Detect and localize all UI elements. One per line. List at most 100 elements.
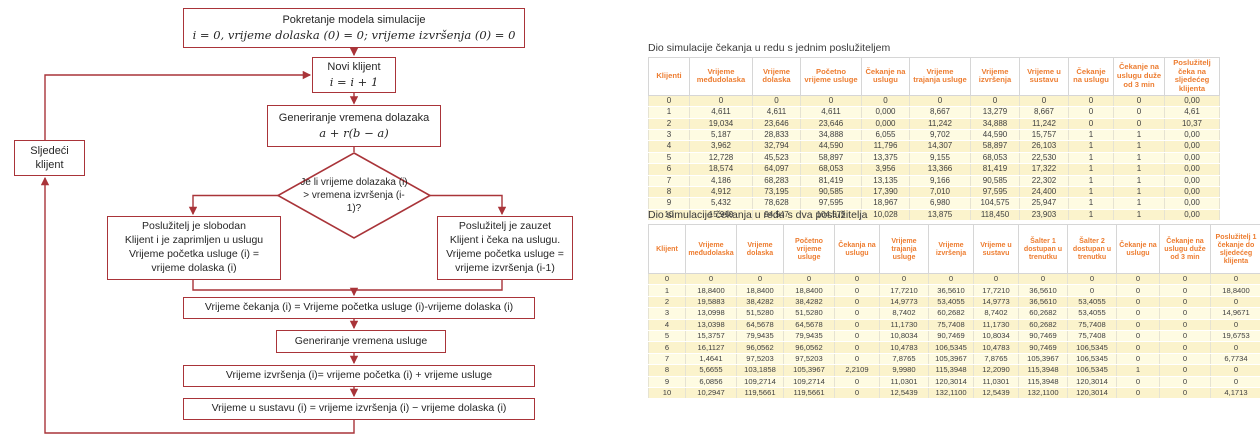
cell: 0 — [834, 272, 880, 286]
cell: 0 — [736, 272, 784, 286]
cell: 0,000 — [861, 117, 910, 131]
server-free-line4: vrijeme dolaska (i) — [151, 261, 237, 274]
cell: 9 — [648, 375, 686, 388]
cell: 0 — [1067, 272, 1117, 286]
flow-node-generate-arrival-title: Generiranje vremena dolazaka — [278, 112, 430, 125]
table-row: 6 16,1127 96,0562 96,0562 0 10,4783 106,5345 10… — [648, 341, 1260, 354]
cell: 79,9435 — [783, 329, 835, 343]
cell: 11,242 — [1019, 117, 1069, 131]
cell: 53,4055 — [1067, 307, 1117, 320]
cell: 0 — [648, 94, 690, 108]
cell: 23,646 — [752, 117, 801, 131]
next-client-line1: Sljedeći — [30, 144, 69, 157]
cell: 115,3948 — [1018, 364, 1068, 377]
cell: 12,5439 — [879, 386, 929, 400]
column-header: Šalter 2 dostupan u trenutku — [1067, 224, 1117, 274]
cell: 1 — [1068, 129, 1114, 142]
table-row: 5 12,728 45,523 58,897 13,375 9,155 68,053 22,5… — [648, 151, 1220, 165]
server-free-line1: Poslužitelj je slobodan — [142, 220, 246, 233]
table-row: 2 19,034 23,646 23,646 0,000 11,242 34,888 11,2… — [648, 117, 1220, 131]
cell: 0 — [800, 94, 862, 108]
cell: 4 — [648, 318, 686, 331]
cell: 5,6655 — [685, 364, 737, 377]
cell: 6,980 — [909, 197, 971, 210]
cell: 0 — [909, 94, 971, 108]
cell: 0 — [1113, 94, 1165, 108]
cell: 4,611 — [752, 106, 801, 119]
cell: 12,2090 — [973, 364, 1019, 377]
cell: 16,1127 — [685, 341, 737, 354]
cell: 97,5203 — [736, 352, 784, 366]
cell: 58,897 — [970, 140, 1020, 153]
cell: 1,4641 — [685, 352, 737, 366]
cell: 96,0562 — [736, 341, 784, 354]
table-row: 1 18,8400 18,8400 18,8400 0 17,7210 36,5610 17,… — [648, 284, 1260, 297]
table-row: 9 5,432 78,628 97,595 18,967 6,980 104,575 25,9… — [648, 197, 1220, 210]
cell: 0 — [1159, 318, 1211, 331]
cell: 4,61 — [1164, 106, 1220, 119]
cell: 0 — [1116, 318, 1160, 331]
cell: 2,2109 — [834, 364, 880, 377]
cell: 1 — [1068, 185, 1114, 199]
cell: 60,2682 — [1018, 318, 1068, 331]
flow-node-start-title: Pokretanje modela simulacije — [282, 14, 426, 27]
cell: 8 — [648, 364, 686, 377]
cell: 9,166 — [909, 174, 971, 188]
cell: 4,912 — [689, 185, 753, 199]
cell: 10,37 — [1164, 117, 1220, 131]
cell: 0 — [1159, 375, 1211, 388]
cell: 0 — [1210, 295, 1260, 309]
cell: 0 — [834, 329, 880, 343]
cell: 0 — [1068, 94, 1114, 108]
cell: 3 — [648, 307, 686, 320]
column-header: Čekanje na uslugu — [1116, 224, 1160, 274]
cell: 9 — [648, 197, 690, 210]
cell: 4,186 — [689, 174, 753, 188]
cell: 0 — [1210, 375, 1260, 388]
cell: 64,5678 — [783, 318, 835, 331]
cell: 1 — [1113, 174, 1165, 188]
cell: 17,322 — [1019, 163, 1069, 176]
cell: 8,7402 — [973, 307, 1019, 320]
cell: 58,897 — [800, 151, 862, 165]
cell: 105,3967 — [1018, 352, 1068, 366]
column-header: Klijent — [648, 224, 686, 274]
table-row: 9 6,0856 109,2714 109,2714 0 11,0301 120,3014 1… — [648, 375, 1260, 388]
cell: 119,5661 — [736, 386, 784, 400]
column-header: Čekanja na uslugu — [834, 224, 880, 274]
table-row: 8 4,912 73,195 90,585 17,390 7,010 97,595 24,40… — [648, 185, 1220, 199]
cell: 25,947 — [1019, 197, 1069, 210]
cell: 1 — [1068, 151, 1114, 165]
cell: 8 — [648, 185, 690, 199]
cell: 0 — [1113, 106, 1165, 119]
cell: 51,5280 — [736, 307, 784, 320]
cell: 0 — [1159, 352, 1211, 366]
column-header: Vrijeme u sustavu — [973, 224, 1019, 274]
cell: 106,5345 — [1067, 341, 1117, 354]
cell: 28,833 — [752, 129, 801, 142]
cell: 120,3014 — [928, 375, 974, 388]
table-row: 8 5,6655 103,1858 105,3967 2,2109 9,9980 115,3… — [648, 364, 1260, 377]
cell: 0 — [834, 318, 880, 331]
column-header: Vrijeme izvršenja — [970, 57, 1020, 96]
cell: 0 — [1113, 117, 1165, 131]
cell: 60,2682 — [1018, 307, 1068, 320]
cell: 0,00 — [1164, 174, 1220, 188]
cell: 6,0856 — [685, 375, 737, 388]
column-header: Čekanje na uslugu — [1068, 57, 1114, 96]
cell: 5,432 — [689, 197, 753, 210]
cell: 2 — [648, 295, 686, 309]
server-busy-line3: Vrijeme početka usluge = — [446, 248, 564, 260]
cell: 14,9773 — [973, 295, 1019, 309]
cell: 0 — [1159, 295, 1211, 309]
cell: 0 — [1159, 329, 1211, 343]
next-client-line2: klijent — [35, 159, 64, 171]
cell: 4,611 — [800, 106, 862, 119]
cell: 0,00 — [1164, 151, 1220, 165]
server-free-line2: Klijent i je zaprimljen u uslugu — [124, 234, 264, 247]
flowchart-connectors — [40, 47, 507, 434]
cell: 0 — [834, 352, 880, 366]
cell: 106,5345 — [1067, 364, 1117, 377]
cell: 1 — [648, 284, 686, 297]
cell: 10,8034 — [879, 329, 929, 343]
